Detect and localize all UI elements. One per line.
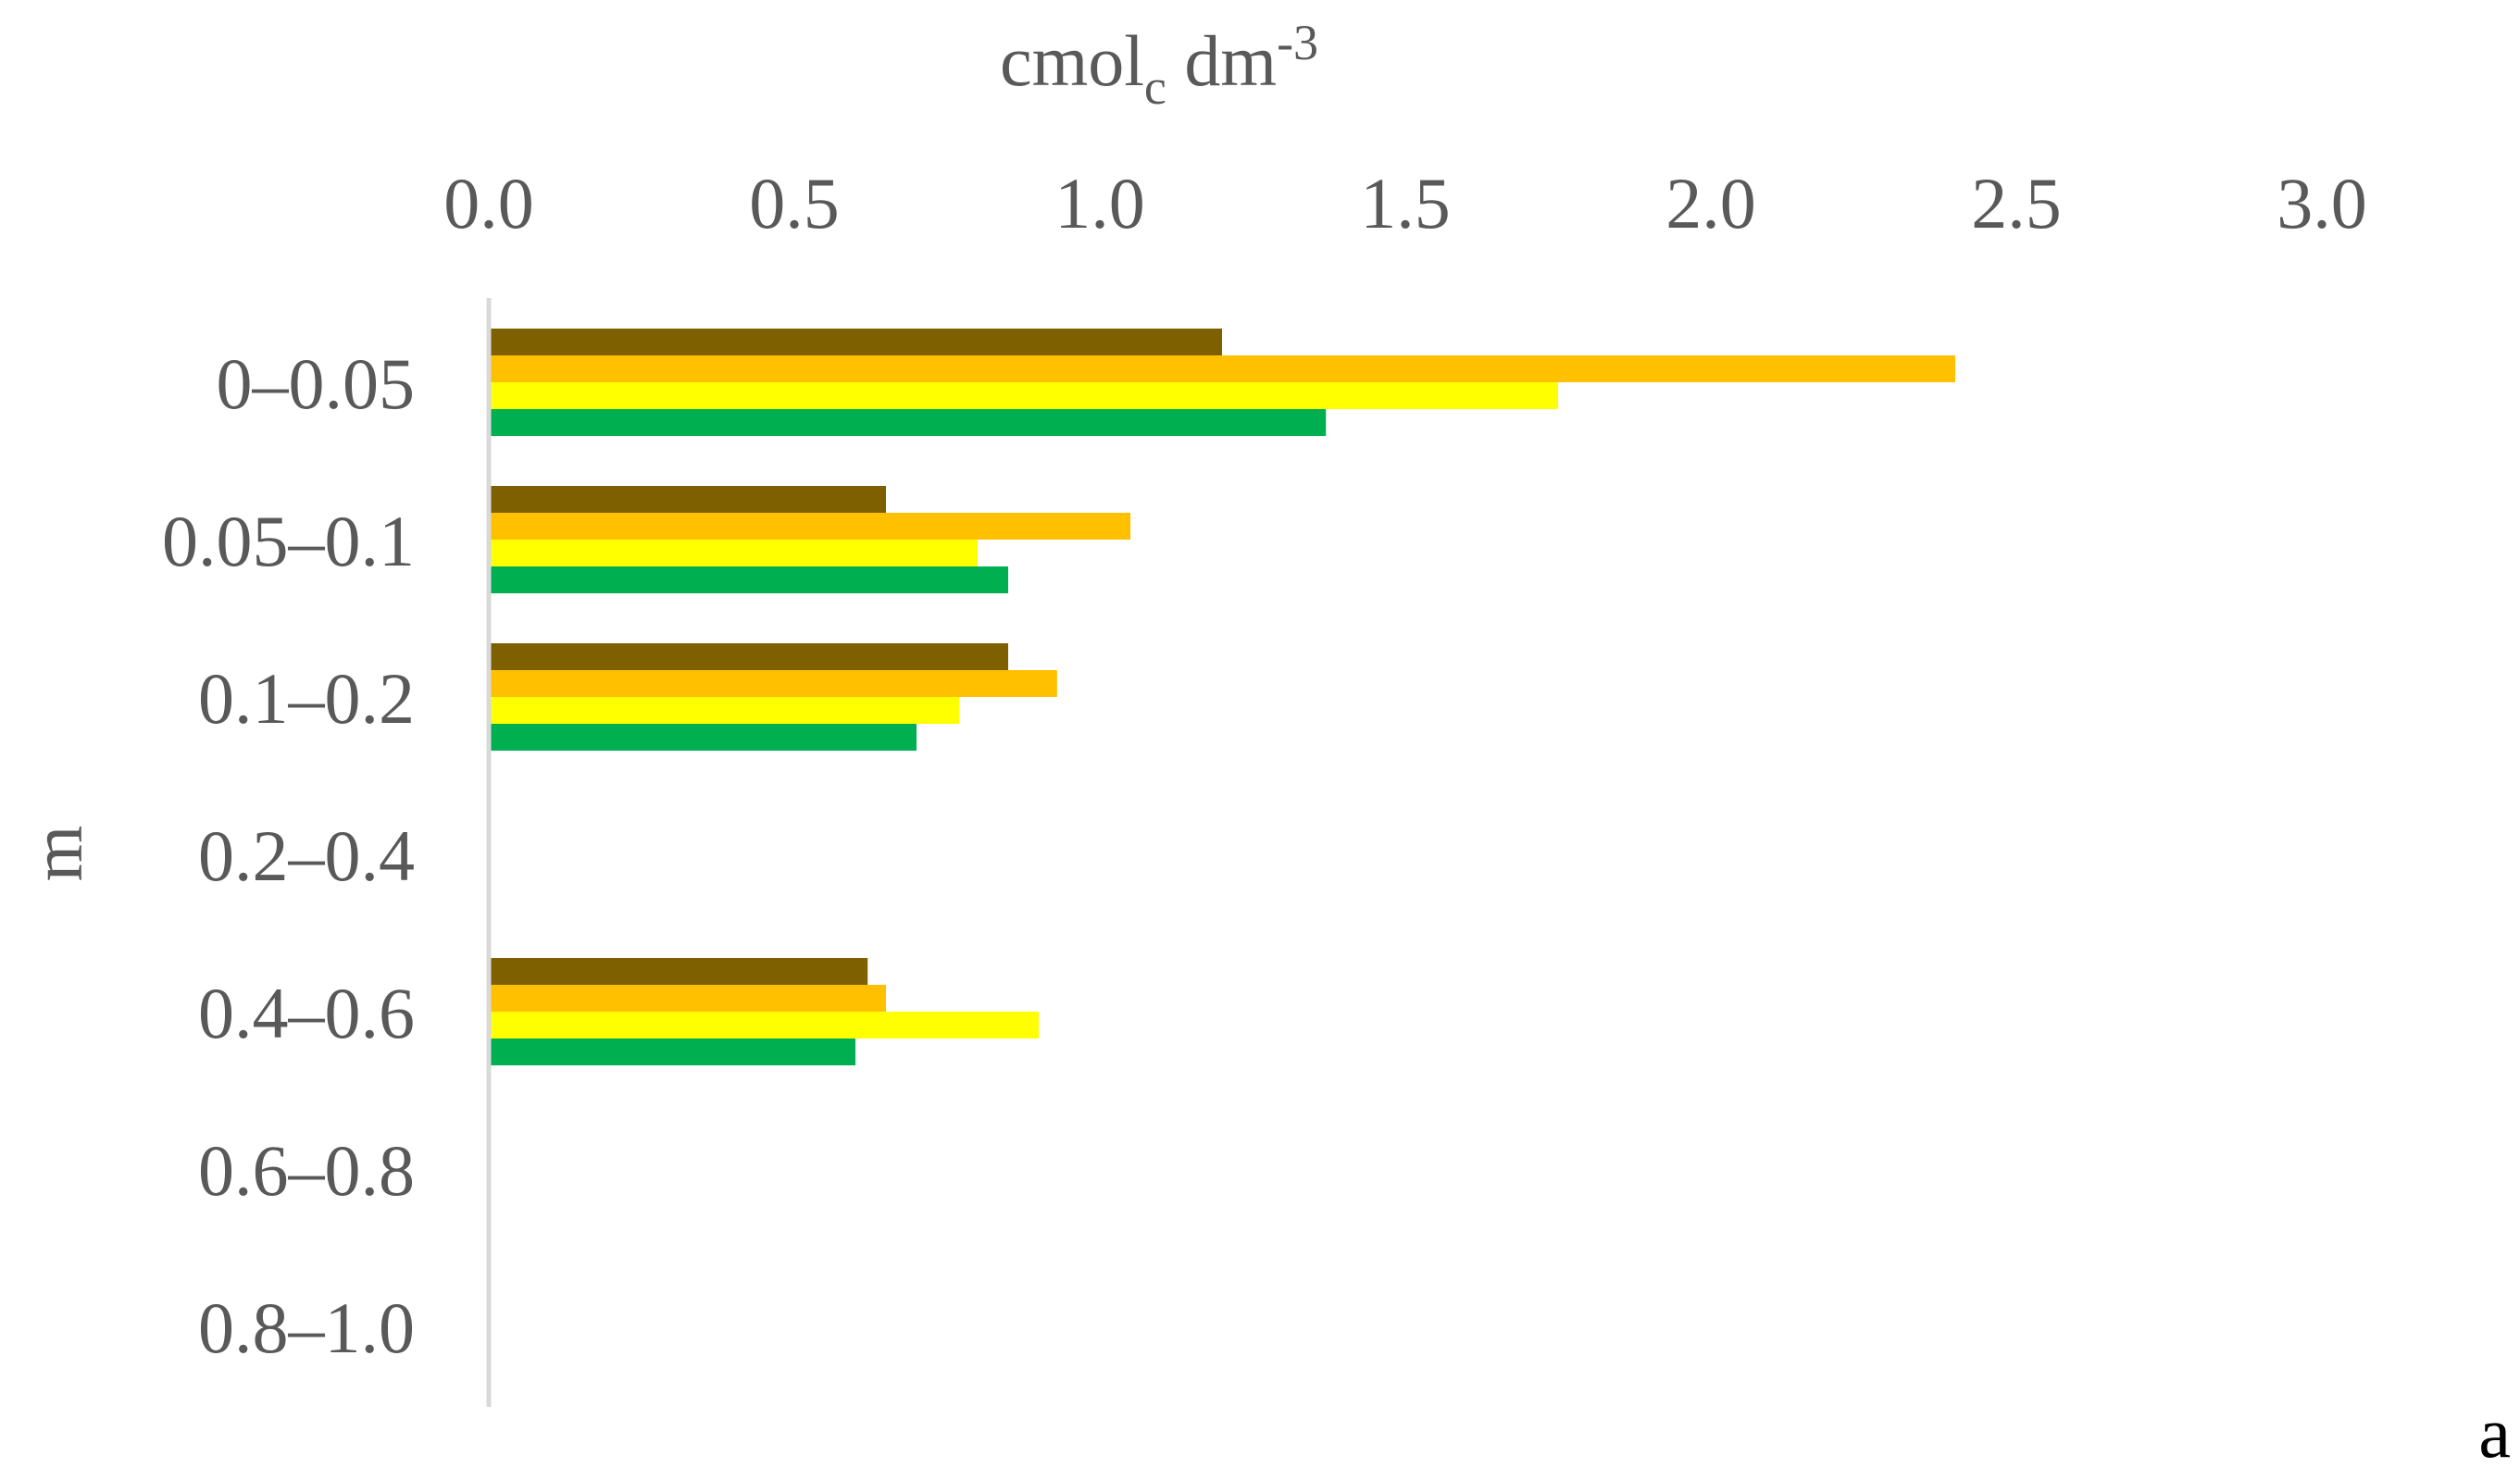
y-tick-label: 0.6–0.8 [198,1130,415,1211]
bars [491,329,1955,1065]
bar [491,355,1955,382]
x-tick-label: 1.5 [1360,163,1451,243]
bar [491,958,868,985]
bar [491,486,886,513]
x-axis-title-sup: -3 [1277,15,1318,70]
x-tick-label: 2.5 [1971,163,2062,243]
bar [491,382,1558,409]
bar [491,670,1057,697]
y-tick-label: 0.2–0.4 [198,815,415,896]
x-tick-labels: 0.0 0.5 1.0 1.5 2.0 2.5 3.0 [443,163,2367,243]
y-tick-label: 0.1–0.2 [198,658,415,739]
bar [491,513,1130,540]
bar [491,724,917,751]
y-axis-title: m [17,826,97,882]
y-tick-label: 0.05–0.1 [162,501,415,581]
x-axis-title-sub: c [1144,59,1166,115]
bar [491,409,1327,436]
x-axis-title-base: cmol [1000,20,1144,101]
bar [491,1012,1039,1038]
x-tick-label: 3.0 [2277,163,2367,243]
bar [491,697,960,724]
y-tick-label: 0–0.05 [217,343,416,424]
x-axis-title: cmolc dm-3 [1000,15,1318,115]
bar [491,985,886,1012]
bar [491,329,1222,355]
x-tick-label: 1.0 [1054,163,1145,243]
panel-label: a [2478,1392,2511,1473]
x-tick-label: 0.0 [443,163,534,243]
bar [491,1038,855,1065]
y-tick-label: 0.8–1.0 [198,1287,415,1368]
x-axis-title-unit: dm [1166,20,1277,101]
x-tick-label: 0.5 [749,163,840,243]
y-tick-label: 0.4–0.6 [198,973,415,1053]
y-tick-labels: 0–0.05 0.05–0.1 0.1–0.2 0.2–0.4 0.4–0.6 0.6–0… [162,343,415,1368]
bar [491,643,1008,670]
bar [491,540,978,566]
bar [491,566,1008,593]
x-tick-label: 2.0 [1665,163,1756,243]
